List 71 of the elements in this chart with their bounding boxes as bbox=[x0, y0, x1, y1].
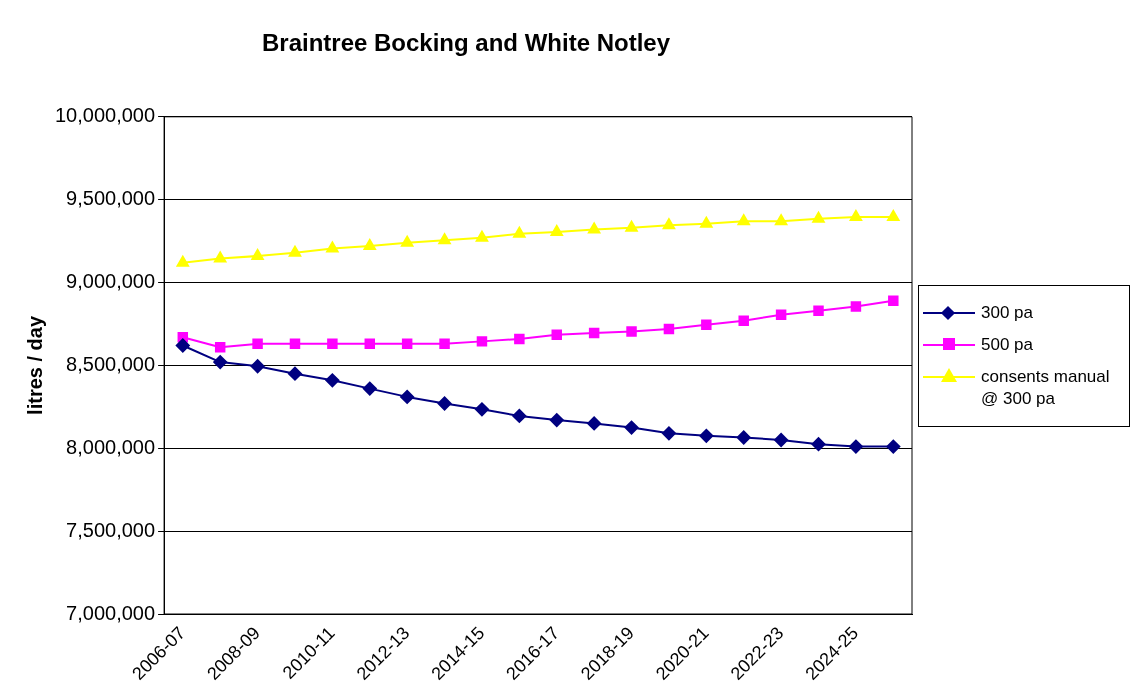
point bbox=[662, 218, 676, 230]
point bbox=[699, 428, 714, 443]
point bbox=[474, 402, 489, 417]
point bbox=[663, 323, 675, 335]
point bbox=[774, 432, 789, 447]
point bbox=[813, 305, 824, 316]
point bbox=[587, 222, 601, 234]
point bbox=[213, 355, 228, 370]
point bbox=[701, 319, 712, 331]
point bbox=[514, 333, 525, 345]
point bbox=[626, 326, 637, 337]
point bbox=[588, 327, 600, 339]
point bbox=[251, 249, 264, 261]
point bbox=[213, 251, 227, 263]
y-tick-label: 9,000,000 bbox=[66, 270, 156, 293]
y-tick-label: 7,000,000 bbox=[66, 601, 156, 624]
point bbox=[886, 439, 901, 454]
legend-label: 500 pa bbox=[981, 334, 1033, 357]
point bbox=[401, 338, 413, 350]
point bbox=[887, 210, 900, 222]
y-tick-label: 8,500,000 bbox=[66, 352, 156, 375]
point bbox=[738, 315, 749, 326]
point bbox=[362, 381, 377, 396]
point bbox=[774, 214, 788, 226]
point bbox=[288, 245, 302, 257]
point bbox=[176, 255, 189, 267]
point bbox=[737, 214, 750, 226]
point bbox=[287, 366, 302, 381]
point bbox=[289, 338, 301, 350]
point bbox=[214, 341, 226, 353]
y-axis-title: litres / day bbox=[23, 315, 46, 415]
point bbox=[587, 416, 602, 431]
point bbox=[775, 309, 787, 321]
y-tick-label: 10,000,000 bbox=[54, 104, 156, 127]
point bbox=[400, 235, 414, 247]
point bbox=[624, 420, 639, 435]
point bbox=[475, 230, 489, 242]
point bbox=[550, 224, 563, 236]
point bbox=[551, 329, 562, 340]
point bbox=[700, 216, 713, 228]
point bbox=[437, 396, 452, 411]
legend-label: consents manual @ 300 pa bbox=[981, 366, 1110, 411]
point bbox=[812, 211, 825, 223]
point bbox=[850, 301, 862, 312]
point bbox=[888, 295, 899, 307]
point bbox=[363, 239, 376, 251]
point bbox=[250, 359, 265, 374]
y-tick-label: 7,500,000 bbox=[66, 518, 156, 541]
point bbox=[325, 373, 340, 388]
point bbox=[252, 338, 263, 350]
chart-title: Braintree Bocking and White Notley bbox=[261, 29, 671, 57]
point bbox=[513, 226, 526, 238]
point bbox=[175, 338, 190, 353]
legend-label: 300 pa bbox=[981, 302, 1033, 325]
point bbox=[476, 336, 488, 347]
point bbox=[364, 338, 376, 350]
y-tick-label: 8,000,000 bbox=[66, 435, 156, 458]
point bbox=[327, 338, 338, 350]
point bbox=[512, 408, 527, 423]
point bbox=[849, 210, 863, 222]
point bbox=[326, 241, 339, 253]
point bbox=[661, 426, 676, 441]
point bbox=[736, 430, 751, 445]
point bbox=[439, 338, 450, 350]
y-tick-label: 9,500,000 bbox=[66, 187, 156, 210]
point bbox=[400, 389, 415, 404]
point bbox=[848, 439, 863, 454]
point bbox=[625, 220, 638, 232]
point bbox=[549, 413, 564, 428]
point bbox=[438, 233, 451, 245]
point bbox=[811, 437, 826, 452]
